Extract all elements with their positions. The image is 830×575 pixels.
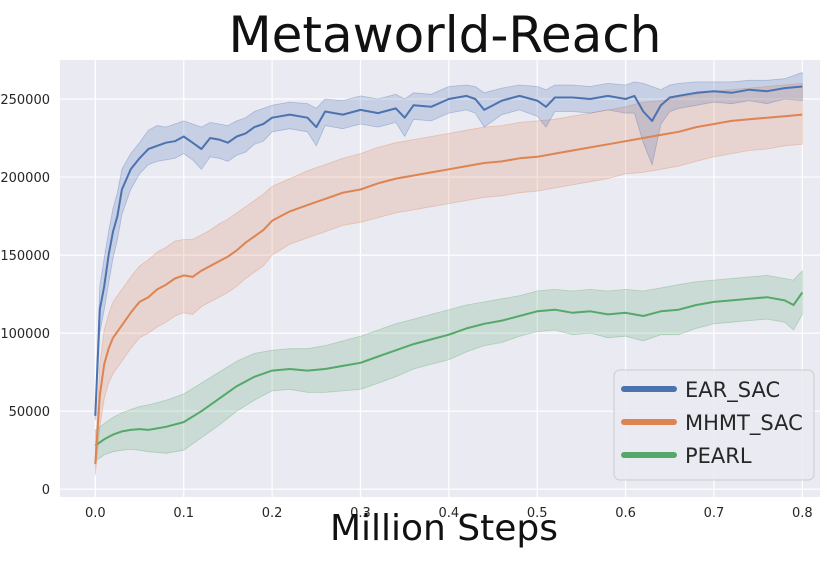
x-tick-label: 0.7 bbox=[704, 506, 725, 521]
line-mhmt-sac bbox=[94, 113, 803, 465]
x-tick-label: 0.8 bbox=[792, 506, 813, 521]
y-tick-label: 150000 bbox=[0, 249, 50, 264]
chart-title: Metaworld-Reach bbox=[229, 6, 662, 64]
y-tick-label: 50000 bbox=[9, 405, 50, 420]
x-tick-label: 0.6 bbox=[615, 506, 636, 521]
y-tick-label: 0 bbox=[42, 483, 50, 498]
confidence-bands bbox=[94, 71, 803, 476]
series-lines bbox=[94, 85, 804, 465]
x-tick-label: 0.2 bbox=[262, 506, 283, 521]
x-tick-label: 0.0 bbox=[85, 506, 106, 521]
line-ear-sac bbox=[94, 85, 803, 416]
y-axis: 0 50000 100000 150000 200000 250000 bbox=[0, 93, 50, 498]
line-pearl bbox=[94, 291, 804, 447]
x-tick-label: 0.5 bbox=[527, 506, 548, 521]
x-tick-label: 0.4 bbox=[438, 506, 459, 521]
x-axis: 0.0 0.1 0.2 0.3 0.4 0.5 0.6 0.7 0.8 bbox=[85, 506, 813, 521]
legend-label-ear-sac: EAR_SAC bbox=[685, 378, 780, 403]
x-tick-label: 0.1 bbox=[173, 506, 194, 521]
y-tick-label: 250000 bbox=[0, 93, 50, 108]
band-mhmt-sac bbox=[94, 82, 803, 476]
y-tick-label: 100000 bbox=[0, 327, 50, 342]
y-tick-label: 200000 bbox=[0, 171, 50, 186]
legend-label-mhmt-sac: MHMT_SAC bbox=[685, 411, 803, 436]
band-ear-sac bbox=[94, 71, 803, 421]
x-tick-label: 0.3 bbox=[350, 506, 371, 521]
band-pearl bbox=[94, 269, 803, 462]
legend: EAR_SAC MHMT_SAC PEARL bbox=[613, 369, 815, 481]
legend-label-pearl: PEARL bbox=[685, 444, 752, 468]
x-axis-label: Million Steps bbox=[330, 508, 558, 549]
